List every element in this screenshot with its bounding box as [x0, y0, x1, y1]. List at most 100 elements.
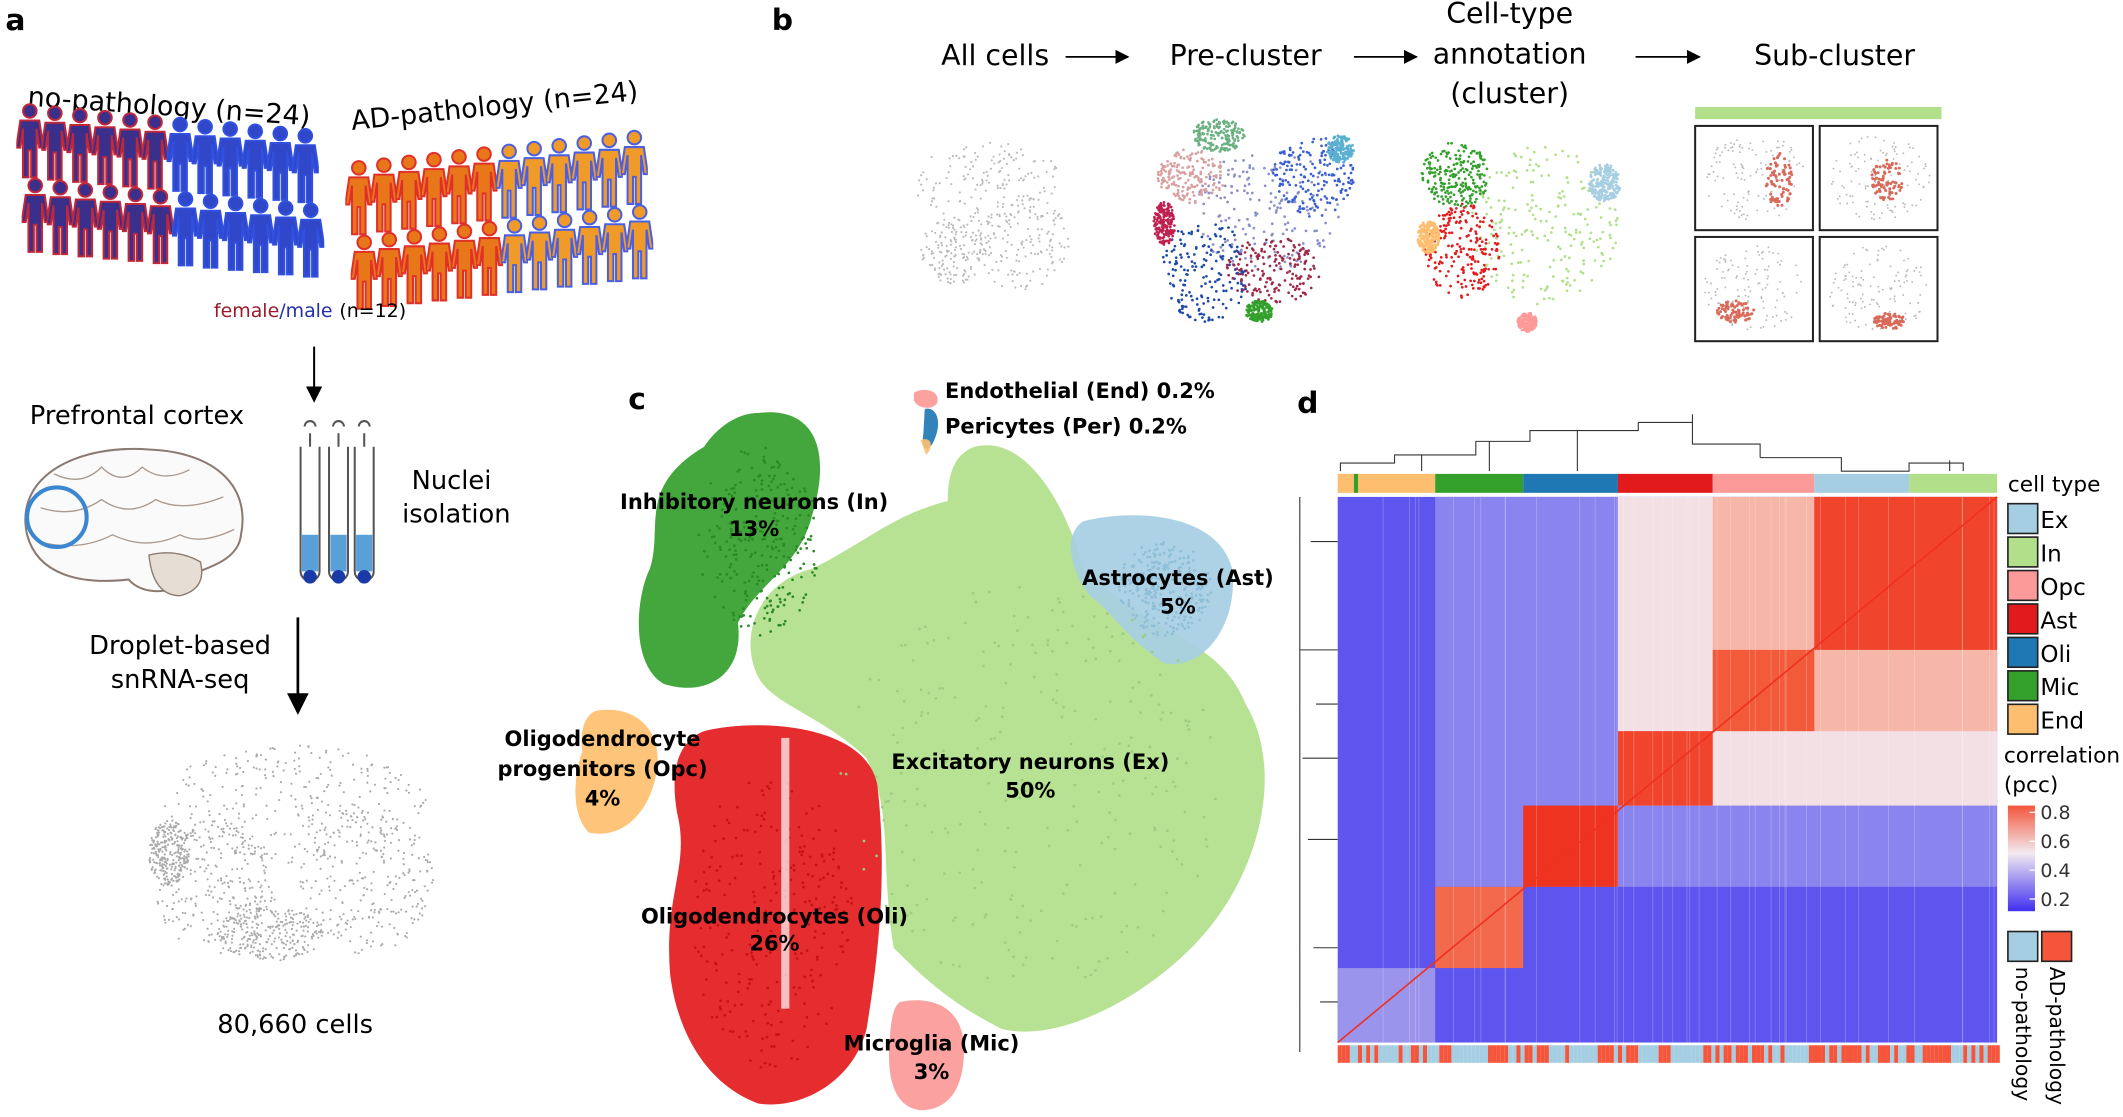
- cell-dot: [1173, 154, 1176, 157]
- cell-dot: [220, 828, 222, 830]
- cell-dot: [200, 846, 202, 848]
- cell-dot: [1276, 206, 1279, 209]
- cell-dot: [1478, 226, 1481, 229]
- cell-dot: [1439, 179, 1442, 182]
- cell-dot: [164, 836, 166, 838]
- person-icon: [401, 230, 428, 303]
- cell-dot: [1529, 313, 1532, 316]
- cell-dot: [1466, 293, 1469, 296]
- cell-dot: [1302, 242, 1305, 245]
- cell-dot: [1229, 281, 1232, 284]
- cell-dot: [231, 868, 233, 870]
- person-icon: [621, 131, 648, 204]
- cell-dot: [220, 939, 222, 941]
- cell-dot: [1475, 272, 1478, 275]
- cell-dot: [341, 825, 343, 827]
- cell-dot: [1159, 202, 1162, 205]
- cell-dot: [1299, 295, 1302, 298]
- cell-dot: [1026, 195, 1028, 197]
- cell-dot: [1315, 229, 1318, 232]
- cell-dot: [1040, 216, 1042, 218]
- cell-dot: [172, 908, 174, 910]
- cell-dot: [283, 958, 285, 960]
- cell-dot: [1589, 181, 1592, 184]
- cell-dot: [1310, 173, 1313, 176]
- person-icon: [476, 222, 503, 295]
- cell-dot: [1781, 179, 1784, 182]
- cell-dot: [1328, 162, 1331, 165]
- cell-dot: [1486, 168, 1489, 171]
- cell-dot: [280, 791, 282, 793]
- cell-dot: [237, 907, 239, 909]
- cell-dot: [1521, 286, 1524, 289]
- cell-dot: [1899, 163, 1901, 165]
- cell-dot: [1766, 183, 1769, 186]
- cell-dot: [203, 939, 205, 941]
- cell-dot: [1515, 235, 1518, 238]
- cell-dot: [1507, 286, 1510, 289]
- cell-dot: [1749, 142, 1751, 144]
- cell-dot: [922, 189, 924, 191]
- cell-dot: [1205, 275, 1208, 278]
- cell-dot: [1199, 134, 1202, 137]
- person-icon: [370, 158, 397, 231]
- cell-dot: [1252, 249, 1255, 252]
- cell-dot: [249, 909, 251, 911]
- cell-dot: [243, 922, 245, 924]
- cell-dot: [1716, 161, 1718, 163]
- cell-dot: [959, 245, 961, 247]
- cell-dot: [1342, 183, 1345, 186]
- cell-dot: [1204, 183, 1207, 186]
- cell-dot: [1722, 177, 1724, 179]
- cell-dot: [997, 269, 999, 271]
- cell-dot: [1226, 121, 1229, 124]
- person-icon: [576, 211, 603, 284]
- cell-dot: [318, 931, 320, 933]
- cell-dot: [1325, 197, 1328, 200]
- cell-dot: [1226, 134, 1229, 137]
- cell-dot: [1321, 152, 1324, 155]
- cell-dot: [1456, 203, 1459, 206]
- cell-dot: [1577, 213, 1580, 216]
- cell-dot: [1240, 295, 1243, 298]
- cell-dot: [411, 844, 413, 846]
- cell-dot: [1210, 249, 1213, 252]
- cell-dot: [1293, 265, 1296, 268]
- cell-dot: [159, 889, 161, 891]
- cell-dot: [1283, 152, 1286, 155]
- cell-dot: [164, 822, 166, 824]
- cell-dot: [302, 881, 304, 883]
- cell-dot: [1487, 283, 1490, 286]
- cell-dot: [1253, 243, 1256, 246]
- cell-dot: [157, 834, 159, 836]
- cell-dot: [201, 912, 203, 914]
- cell-dot: [370, 932, 372, 934]
- cell-dot: [1580, 270, 1583, 273]
- cell-dot: [1219, 246, 1222, 249]
- cell-dot: [277, 913, 279, 915]
- cell-dot: [1344, 157, 1347, 160]
- cell-dot: [1783, 141, 1785, 143]
- cell-dot: [190, 832, 192, 834]
- cell-dot: [1172, 284, 1175, 287]
- cell-dot: [991, 159, 993, 161]
- cell-dot: [1060, 245, 1062, 247]
- cell-dot: [397, 933, 399, 935]
- cell-dot: [220, 877, 222, 879]
- cell-dot: [307, 926, 309, 928]
- cell-dot: [1347, 152, 1350, 155]
- cell-dot: [417, 903, 419, 905]
- cell-dot: [205, 760, 207, 762]
- cell-dot: [344, 885, 346, 887]
- cell-dot: [1607, 198, 1610, 201]
- cell-dot: [949, 273, 951, 275]
- cell-dot: [1490, 233, 1493, 236]
- cell-dot: [206, 851, 208, 853]
- cell-dot: [971, 252, 973, 254]
- cell-dot: [1478, 245, 1481, 248]
- cell-dot: [209, 885, 211, 887]
- cell-dot: [1302, 150, 1305, 153]
- cell-dot: [1222, 120, 1225, 123]
- cell-dot: [313, 854, 315, 856]
- cell-dot: [1285, 228, 1288, 231]
